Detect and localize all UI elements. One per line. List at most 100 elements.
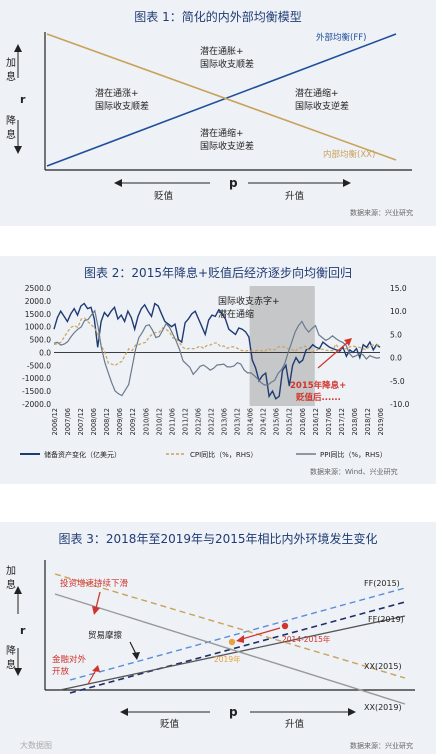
chart2-annotation-2: 贬值后...... [296, 392, 341, 403]
chart1-region-left-1: 潜在通涨+ [95, 87, 139, 99]
chart3-xx2019-line [54, 593, 406, 705]
chart1-region-bottom-1: 潜在通缩+ [200, 127, 244, 139]
chart1-svg: 外部均衡(FF) 内部均衡(XX) 加 息 r 降 息 p 贬值 升值 潜在通胀… [6, 32, 413, 217]
chart1-up-arrow-head [14, 44, 22, 52]
chart3-ff2015-label: FF(2015) [364, 579, 400, 588]
chart1-y-mid: r [20, 93, 26, 106]
chart1-x-right: 升值 [285, 190, 305, 202]
chart2-x-tick-label: 2010/12 [155, 408, 163, 435]
chart2-x-tick-label: 2007/12 [77, 408, 85, 435]
chart3-p2019-label: 2019年 [214, 654, 241, 664]
chart1-source: 数据来源：兴业研究 [350, 208, 413, 217]
chart2-x-tick-label: 2012/12 [207, 408, 215, 435]
chart1-region-right-2: 国际收支逆差 [295, 100, 349, 112]
watermark-text: 大数据图 [20, 740, 52, 750]
chart2-shaded-region [249, 286, 315, 406]
chart3-ff2015-line [69, 587, 406, 681]
chart3-ff2019-label: FF(2019) [368, 615, 404, 624]
chart3-xx2015-line [54, 573, 406, 679]
chart2-x-tick-label: 2016/12 [312, 408, 320, 435]
chart1-ff-label: 外部均衡(FF) [316, 32, 366, 43]
chart2-x-tick-label: 2015/12 [286, 408, 294, 435]
chart3-xx2015-label: XX(2015) [364, 662, 402, 671]
chart1-x-left: 贬值 [154, 190, 174, 202]
chart2-x-tick-label: 2006/12 [51, 408, 59, 435]
chart3-y-top-2: 息 [6, 578, 16, 591]
chart2-right-tick-label: 0.0 [390, 354, 402, 363]
chart2-annotation-1: 2015年降息+ [290, 380, 346, 391]
chart1-region-top-1: 潜在通胀+ [200, 45, 244, 57]
chart1-region-top-2: 国际收支顺差 [200, 58, 254, 70]
chart2-left-tick-label: 0.0 [39, 348, 51, 357]
chart2-x-tick-label: 2018/06 [351, 408, 359, 435]
chart2-panel [0, 256, 436, 484]
chart1-left-arrow-head [114, 179, 122, 187]
chart3-trade-arrow [129, 641, 137, 655]
chart1-region-right-1: 潜在通缩+ [295, 87, 339, 99]
chart2-annotation-arrow-head [344, 338, 352, 346]
chart1-xx-label: 内部均衡(XX) [323, 149, 375, 160]
legend-cpi-label: CPI同比（%，RHS） [190, 450, 257, 459]
chart2-left-tick-label: 2500.0 [25, 284, 51, 293]
chart1-x-mid: p [229, 176, 238, 190]
chart1-y-bot-2: 息 [6, 128, 16, 141]
chart2-x-tick-label: 2013/06 [221, 408, 229, 435]
chart1-panel [0, 0, 436, 226]
chart1-down-arrow-head [14, 146, 22, 154]
legend-reserve-label: 储备资产变化（亿美元） [44, 450, 121, 459]
chart3-left-arrow-head [120, 708, 128, 716]
chart1-region-left-2: 国际收支顺差 [95, 100, 149, 112]
chart3-x-right: 升值 [285, 718, 305, 730]
chart3-right-arrow-head [348, 708, 356, 716]
chart2-series-1-line [53, 317, 380, 367]
chart2-x-tick-label: 2010/06 [142, 408, 150, 435]
legend-ppi-label: PPI同比（%，RHS） [320, 450, 387, 459]
chart2-right-tick-label: -5.0 [390, 377, 405, 386]
chart2-x-tick-label: 2019/06 [377, 408, 385, 435]
chart3-panel [0, 522, 436, 754]
chart3-trade-label: 贸易摩擦 [88, 630, 123, 641]
chart1-right-arrow-head [343, 179, 351, 187]
chart2-shade-label-1: 国际收支赤字+ [218, 295, 280, 307]
chart2-right-tick-label: 15.0 [390, 284, 407, 293]
chart3-source: 数据来源：兴业研究 [350, 741, 413, 750]
chart3-svg: 加 息 r 降 息 p 贬值 升值 FF(2015) FF(2019) XX(2… [6, 560, 415, 750]
chart3-point-2014 [281, 622, 289, 630]
chart2-shade-label-2: 潜在通缩 [218, 308, 254, 320]
chart1-region-bottom-2: 国际收支逆差 [200, 140, 254, 152]
chart2-x-tick-label: 2007/06 [64, 408, 72, 435]
chart2-source: 数据来源：Wind、兴业研究 [310, 467, 398, 476]
chart3-down-arrow-head [14, 668, 22, 676]
chart2-right-tick-label: -10.0 [390, 400, 410, 409]
chart2-x-tick-label: 2009/12 [129, 408, 137, 435]
chart3-finance-label-1: 金融对外 [52, 654, 87, 665]
chart1-y-bot-1: 降 [6, 114, 16, 127]
chart1-xx-line [46, 33, 397, 161]
chart3-finance-arrow [87, 669, 97, 685]
chart3-xx2019-label: XX(2019) [364, 703, 402, 712]
chart2-x-tick-label: 2015/06 [273, 408, 281, 435]
chart3-shift-arrow-head [236, 635, 244, 643]
chart2-x-tick-label: 2013/12 [234, 408, 242, 435]
chart2-left-tick-label: 1500.0 [25, 310, 51, 319]
chart3-finance-arrow-head [92, 665, 100, 672]
chart3-point-2019 [228, 638, 236, 646]
chart2-series-0-line [53, 302, 381, 400]
chart2-x-tick-label: 2014/12 [260, 408, 268, 435]
chart2-x-tick-label: 2009/06 [116, 408, 124, 435]
chart2-x-tick-label: 2012/06 [194, 408, 202, 435]
chart1-y-top-2: 息 [6, 70, 16, 83]
chart2-x-tick-label: 2008/06 [90, 408, 98, 435]
chart2-left-tick-label: -1000.0 [22, 374, 51, 383]
chart2-x-tick-label: 2011/12 [181, 408, 189, 435]
chart3-title: 图表 3：2018年至2019年与2015年相比内外环境发生变化 [58, 532, 378, 546]
chart3-x-left: 贬值 [160, 718, 180, 730]
chart2-x-tick-label: 2016/06 [299, 408, 307, 435]
chart3-y-top-1: 加 [6, 565, 16, 577]
chart2-annotation-arrow [317, 341, 349, 369]
chart2-left-tick-label: 1000.0 [25, 323, 51, 332]
chart3-invest-arrow-head [92, 606, 100, 615]
chart2-right-tick-label: 5.0 [390, 330, 402, 339]
chart2-x-tick-label: 2011/06 [168, 408, 176, 435]
chart2-series-2-line [53, 309, 381, 397]
